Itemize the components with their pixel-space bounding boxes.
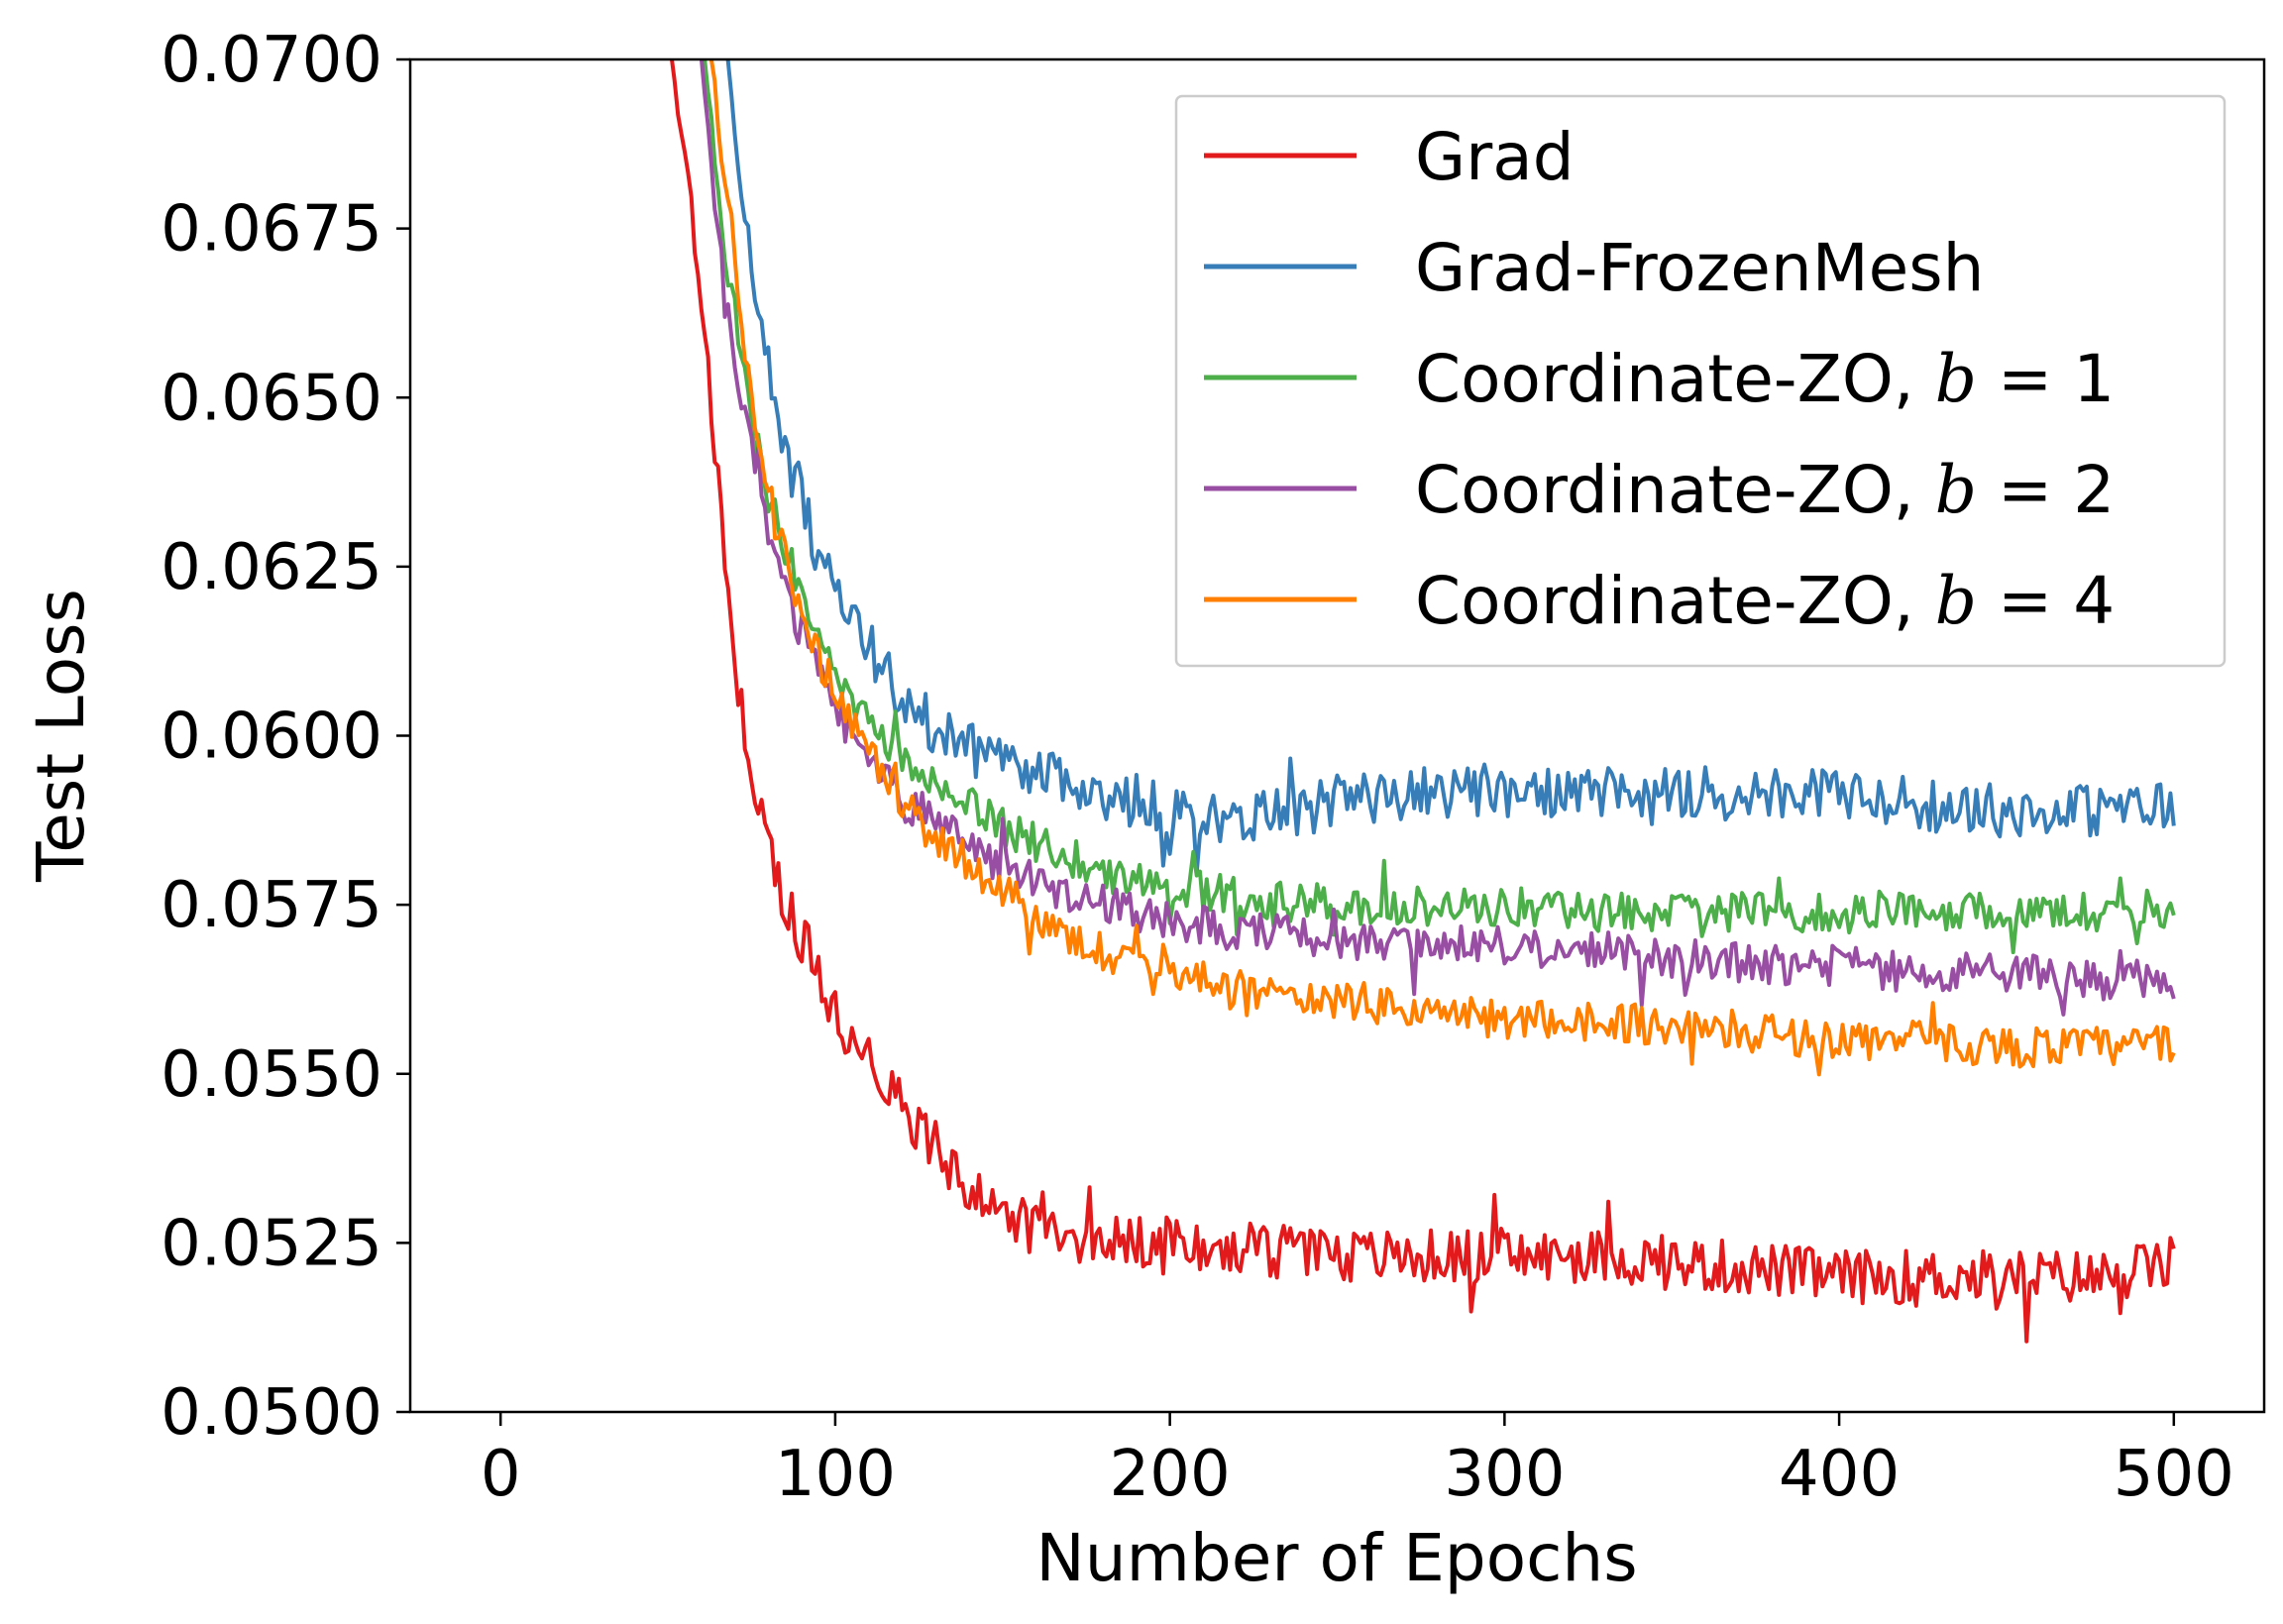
- series-line: [703, 59, 2176, 954]
- y-tick-label: 0.0550: [161, 1038, 382, 1112]
- legend-label: Grad: [1415, 119, 1575, 195]
- series-line: [725, 59, 2176, 875]
- y-tick-label: 0.0700: [161, 24, 382, 97]
- legend-box: [1174, 94, 2227, 668]
- series-layer: [669, 59, 2176, 1344]
- y-axis: 0.0500 0.0525 0.0550 0.0575 0.0600 0.0625 0.06…: [161, 24, 410, 1450]
- y-tick-label: 0.0600: [161, 701, 382, 774]
- y-tick-label: 0.0675: [161, 193, 382, 267]
- series-line: [669, 59, 2176, 1344]
- y-tick-label: 0.0525: [161, 1207, 382, 1280]
- y-tick-label: 0.0575: [161, 869, 382, 942]
- legend-label: Grad-FrozenMesh: [1415, 230, 1985, 306]
- x-axis: 0 100 200 300 400 500: [481, 1412, 2234, 1511]
- y-tick-label: 0.0625: [161, 531, 382, 604]
- legend-label: Coordinate-ZO, b = 2: [1415, 452, 2115, 528]
- x-tick-label: 400: [1779, 1438, 1900, 1511]
- legend-label: Coordinate-ZO, b = 1: [1415, 341, 2115, 417]
- y-axis-title: Test Loss: [23, 589, 99, 883]
- y-tick-label: 0.0500: [161, 1376, 382, 1450]
- x-tick-label: 200: [1110, 1438, 1231, 1511]
- x-tick-label: 300: [1444, 1438, 1565, 1511]
- x-tick-label: 100: [775, 1438, 896, 1511]
- x-tick-label: 500: [2114, 1438, 2234, 1511]
- legend: Grad Grad-FrozenMesh Coordinate-ZO, b = 1 C…: [1174, 94, 2227, 668]
- x-axis-title: Number of Epochs: [1035, 1520, 1637, 1596]
- y-tick-label: 0.0650: [161, 362, 382, 435]
- series-line: [708, 59, 2176, 1077]
- legend-label: Coordinate-ZO, b = 4: [1415, 563, 2115, 639]
- x-tick-label: 0: [481, 1438, 521, 1511]
